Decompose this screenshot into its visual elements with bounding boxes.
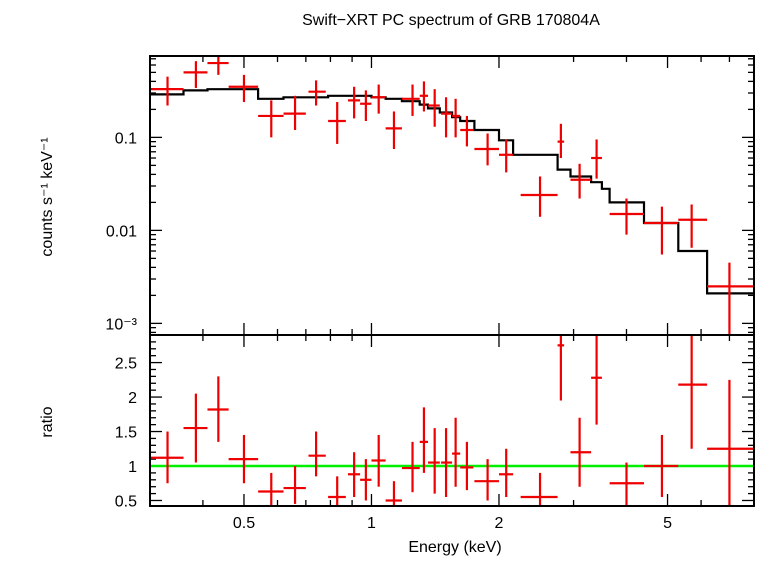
spectrum-data-point: [474, 133, 499, 166]
spectrum-data-point: [419, 81, 429, 112]
spectrum-data-point: [520, 176, 558, 217]
ratio-data-point: [308, 431, 326, 477]
spectrum-data-point: [570, 163, 592, 199]
ratio-data-point: [609, 462, 645, 506]
spectrum-data-point: [328, 102, 346, 144]
spectrum-data-point: [283, 95, 306, 131]
ratio-data-point: [360, 459, 372, 501]
y-tick-label: 2.5: [115, 356, 137, 373]
ratio-data-point: [419, 407, 429, 473]
x-tick-label: 0.5: [233, 515, 255, 532]
y-tick-label: 1: [128, 459, 137, 476]
ratio-data-point: [401, 441, 420, 493]
spectrum-data-point: [609, 198, 645, 235]
y-tick-label: 1.5: [115, 425, 137, 442]
ratio-data-point: [183, 393, 208, 463]
ratio-data-point: [150, 431, 184, 484]
data-layer: [150, 56, 754, 506]
ratio-data-point: [347, 452, 361, 498]
ratio-data-point: [283, 466, 306, 504]
spectrum-data-point: [308, 80, 326, 106]
x-axis-label: Energy (keV): [408, 539, 501, 556]
ratio-data-point: [498, 448, 514, 498]
ratio-data-point: [570, 417, 592, 487]
spectrum-data-point: [644, 206, 679, 255]
spectrum-data-point: [460, 115, 474, 147]
spectrum-data-point: [498, 139, 514, 173]
ratio-data-point: [207, 376, 229, 442]
y-tick-label: 0.1: [115, 130, 137, 147]
ratio-data-point: [474, 459, 499, 501]
ratio-data-point: [441, 428, 453, 498]
ratio-data-point: [644, 434, 679, 498]
ratio-data-point: [385, 481, 402, 506]
ticks-layer: 0.5 1 2 5 0.1 0.01 10⁻³ 0.5 1 1.5 2 2.5: [105, 56, 755, 532]
spectrum-data-point: [557, 123, 565, 159]
ratio-data-point: [228, 434, 259, 484]
y-axis-label-spectrum: counts s⁻¹ keV⁻¹: [39, 137, 56, 256]
x-tick-label: 1: [367, 515, 376, 532]
spectrum-data-point: [371, 84, 386, 114]
frame-layer: [149, 55, 755, 507]
spectrum-data-point: [150, 76, 184, 106]
spectrum-data-point: [678, 204, 708, 248]
spectrum-data-point: [401, 84, 420, 116]
x-tick-label: 2: [495, 515, 504, 532]
spectrum-data-point: [385, 111, 402, 149]
y-tick-label: 10⁻³: [105, 316, 137, 333]
spectrum-data-point: [360, 90, 372, 122]
spectrum-data-point: [207, 56, 229, 75]
spectrum-data-point: [591, 139, 602, 179]
spectrum-data-point: [228, 74, 259, 103]
y-axis-label-ratio: ratio: [39, 406, 56, 437]
y-tick-label: 0.01: [106, 223, 137, 240]
ratio-panel-frame: [149, 334, 755, 507]
spectrum-data-point: [428, 89, 440, 127]
spectrum-data-point: [183, 61, 208, 88]
spectrum-data-point: [707, 262, 754, 335]
spectrum-data-point: [441, 97, 453, 138]
y-tick-label: 2: [128, 390, 137, 407]
chart-title: Swift−XRT PC spectrum of GRB 170804A: [302, 12, 600, 29]
ratio-data-point: [707, 379, 754, 506]
spectrum-data-point: [258, 100, 284, 138]
ratio-data-point: [452, 417, 461, 487]
ratio-data-point: [428, 428, 440, 494]
spectrum-data-point: [452, 98, 461, 138]
ratio-data-point: [371, 434, 386, 487]
x-tick-label: 5: [663, 515, 672, 532]
spectrum-panel-frame: [149, 55, 755, 336]
ratio-data-point: [557, 335, 565, 401]
ratio-data-point: [678, 335, 708, 449]
ratio-data-point: [591, 335, 602, 425]
y-tick-label: 0.5: [115, 493, 137, 510]
ratio-data-point: [460, 441, 474, 491]
ratio-data-point: [520, 472, 558, 506]
model-line: [150, 88, 754, 295]
spectrum-data-point: [347, 86, 361, 119]
ratio-data-point: [328, 476, 346, 506]
model-layer: [150, 88, 754, 468]
ratio-data-point: [258, 472, 284, 506]
